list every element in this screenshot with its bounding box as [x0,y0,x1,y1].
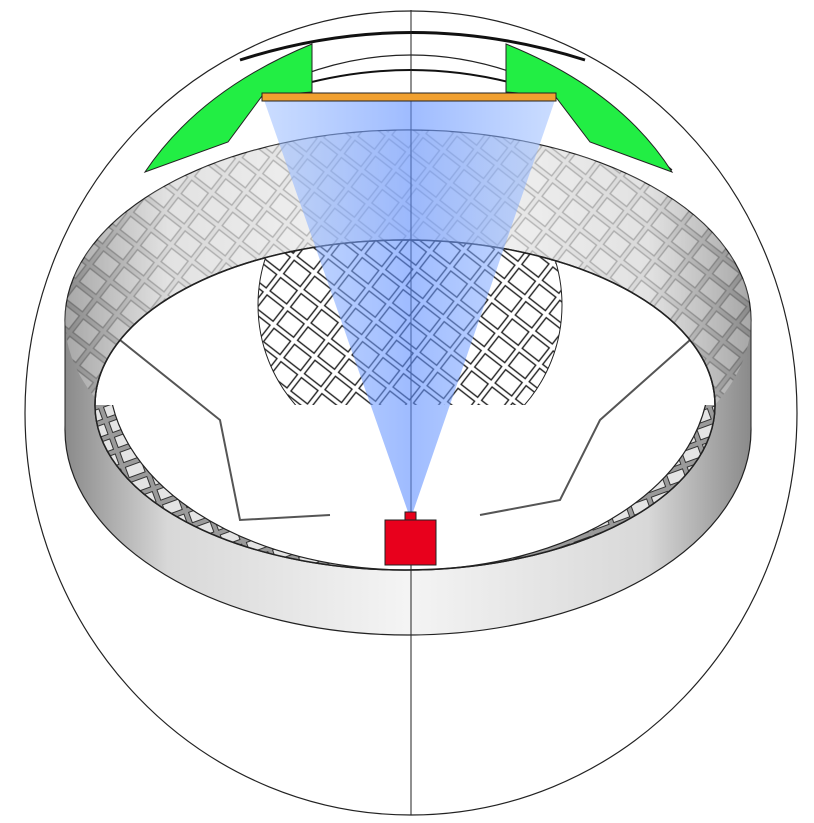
top-rim [239,31,586,62]
green-panel-right [505,43,674,173]
projection-screen [261,92,557,102]
green-panel-left [143,43,313,173]
top-rim-inner [299,69,521,86]
inner-map-right [479,339,691,516]
inner-map-left [119,339,331,522]
inner-wall-edge [108,405,710,570]
projector-body [384,519,437,566]
projection-cone [264,100,555,512]
